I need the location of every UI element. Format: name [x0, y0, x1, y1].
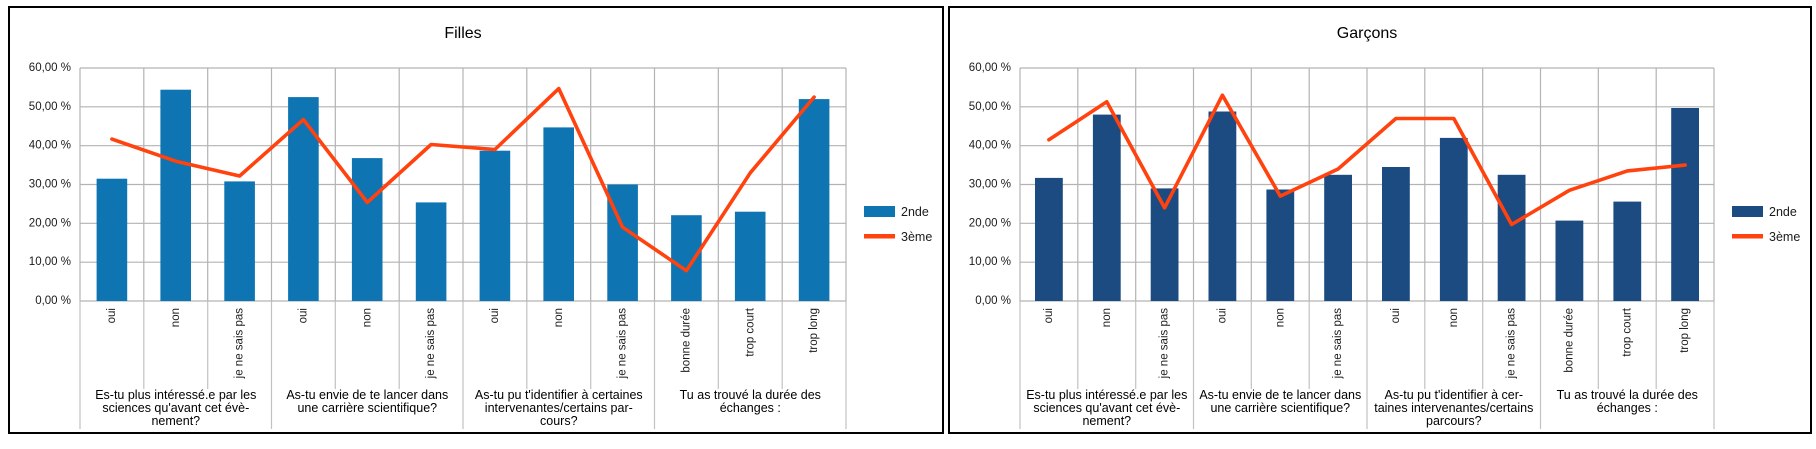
chart-title: Filles: [444, 25, 481, 42]
category-tick-label: bonne durée: [680, 308, 692, 373]
chart-title: Garçons: [1337, 25, 1397, 42]
y-axis-tick-label: 30,00 %: [969, 179, 1011, 191]
bar-2nde: [734, 211, 766, 301]
bar-2nde: [1035, 177, 1063, 301]
category-tick-label: oui: [1390, 308, 1402, 323]
bar-2nde: [1092, 114, 1121, 301]
group-label-line: As-tu envie de te lancer dans: [286, 388, 448, 402]
y-axis-tick-label: 40,00 %: [969, 140, 1011, 152]
chart-svg-garcons: 0,00 % 10,00 % 20,00 % 30,00 % 40,00 % 50,00 …: [969, 25, 1800, 429]
bar-2nde: [224, 181, 255, 301]
category-tick-label: je ne sais pas: [1506, 308, 1518, 380]
y-axis-tick-label: 10,00 %: [29, 256, 71, 268]
category-tick-label: oui: [1216, 308, 1228, 323]
bar-2nde: [1497, 174, 1526, 301]
category-tick-label: je ne sais pas: [617, 308, 629, 380]
group-label-line: sciences qu'avant cet évè-: [102, 401, 249, 415]
bar-2nde: [1382, 167, 1410, 301]
category-tick-label: je ne sais pas: [1332, 308, 1344, 380]
bar-2nde: [798, 99, 830, 301]
y-axis-tick-label: 50,00 %: [29, 101, 71, 113]
legend-label: 3ème: [901, 230, 932, 244]
group-label-line: As-tu pu t'identifier à certaines: [475, 388, 643, 402]
group-label-line: une carrière scientifique?: [297, 401, 437, 415]
category-tick-label: non: [1274, 308, 1286, 327]
y-axis-tick-label: 20,00 %: [969, 217, 1011, 229]
bar-2nde: [1613, 201, 1642, 301]
category-tick-label: bonne durée: [1563, 308, 1575, 373]
legend-label: 2nde: [1769, 205, 1797, 219]
y-axis-tick-label: 60,00 %: [29, 62, 71, 74]
group-label-line: As-tu pu t'identifier à cer-: [1385, 388, 1524, 402]
group-label-line: taines intervenantes/certains: [1374, 401, 1533, 415]
bar-2nde: [479, 150, 511, 301]
category-tick-label: oui: [489, 308, 501, 323]
category-tick-label: je ne sais pas: [1159, 308, 1171, 380]
chart-panel-filles[interactable]: 0,00 % 10,00 % 20,00 % 30,00 % 40,00 % 50,00 …: [8, 6, 944, 434]
category-tick-label: oui: [297, 308, 309, 323]
y-axis-tick-label: 60,00 %: [969, 62, 1011, 74]
bar-2nde: [1324, 174, 1352, 301]
legend-swatch-line: [864, 234, 895, 239]
legend-swatch-line: [1732, 234, 1763, 239]
bar-2nde: [671, 215, 702, 301]
category-tick-label: trop court: [744, 307, 756, 356]
line-3ème: [110, 86, 816, 273]
legend-swatch-bar: [1732, 206, 1763, 217]
group-label-line: cours?: [540, 414, 578, 428]
y-axis-tick-label: 40,00 %: [29, 140, 71, 152]
chart-panel-garcons[interactable]: 0,00 % 10,00 % 20,00 % 30,00 % 40,00 % 50,00 …: [948, 6, 1812, 434]
bar-2nde: [1208, 111, 1237, 301]
group-label-line: As-tu envie de te lancer dans: [1199, 388, 1361, 402]
y-axis-tick-label: 0,00 %: [975, 295, 1011, 307]
bar-2nde: [1555, 220, 1584, 301]
group-label-line: Es-tu plus intéressé.e par les: [1026, 388, 1187, 402]
y-axis-tick-label: 0,00 %: [35, 295, 71, 307]
category-tick-label: non: [553, 308, 565, 327]
y-axis-tick-label: 50,00 %: [969, 101, 1011, 113]
y-axis-tick-label: 30,00 %: [29, 179, 71, 191]
legend-swatch-bar: [864, 206, 895, 217]
legend-label: 2nde: [901, 205, 929, 219]
bar-2nde: [1439, 137, 1468, 301]
bar-2nde: [1266, 189, 1295, 301]
category-tick-label: trop court: [1621, 307, 1633, 356]
category-tick-label: non: [170, 308, 182, 327]
category-tick-label: non: [361, 308, 373, 327]
group-label-line: échanges :: [1597, 401, 1658, 415]
group-label-line: nement?: [151, 414, 200, 428]
y-axis-tick-label: 10,00 %: [969, 256, 1011, 268]
chart-svg-filles: 0,00 % 10,00 % 20,00 % 30,00 % 40,00 % 50,00 …: [29, 25, 932, 429]
category-tick-label: je ne sais pas: [425, 308, 437, 380]
bar-2nde: [415, 202, 447, 301]
category-tick-label: trop long: [808, 308, 820, 353]
category-tick-label: je ne sais pas: [234, 308, 246, 380]
group-label-line: Tu as trouvé la durée des: [680, 388, 821, 402]
group-label-line: sciences qu'avant cet évè-: [1033, 401, 1180, 415]
bar-2nde: [96, 178, 128, 301]
bar-2nde: [351, 158, 383, 301]
line-3ème: [1047, 93, 1687, 227]
bar-2nde: [543, 127, 574, 302]
group-label-line: nement?: [1082, 414, 1131, 428]
group-label-line: une carrière scientifique?: [1210, 401, 1350, 415]
legend-label: 3ème: [1769, 230, 1800, 244]
y-axis-tick-label: 20,00 %: [29, 217, 71, 229]
category-tick-label: oui: [1043, 308, 1055, 323]
category-tick-label: non: [1101, 308, 1113, 327]
group-label-line: Es-tu plus intéressé.e par les: [95, 388, 256, 402]
category-tick-label: oui: [106, 308, 118, 323]
group-label-line: échanges :: [720, 401, 781, 415]
category-tick-label: trop long: [1679, 308, 1691, 353]
group-label-line: intervenantes/certains par-: [485, 401, 633, 415]
group-label-line: Tu as trouvé la durée des: [1557, 388, 1698, 402]
group-label-line: parcours?: [1426, 414, 1482, 428]
bar-2nde: [1671, 108, 1699, 301]
bar-2nde: [160, 89, 191, 301]
category-tick-label: non: [1448, 308, 1460, 327]
